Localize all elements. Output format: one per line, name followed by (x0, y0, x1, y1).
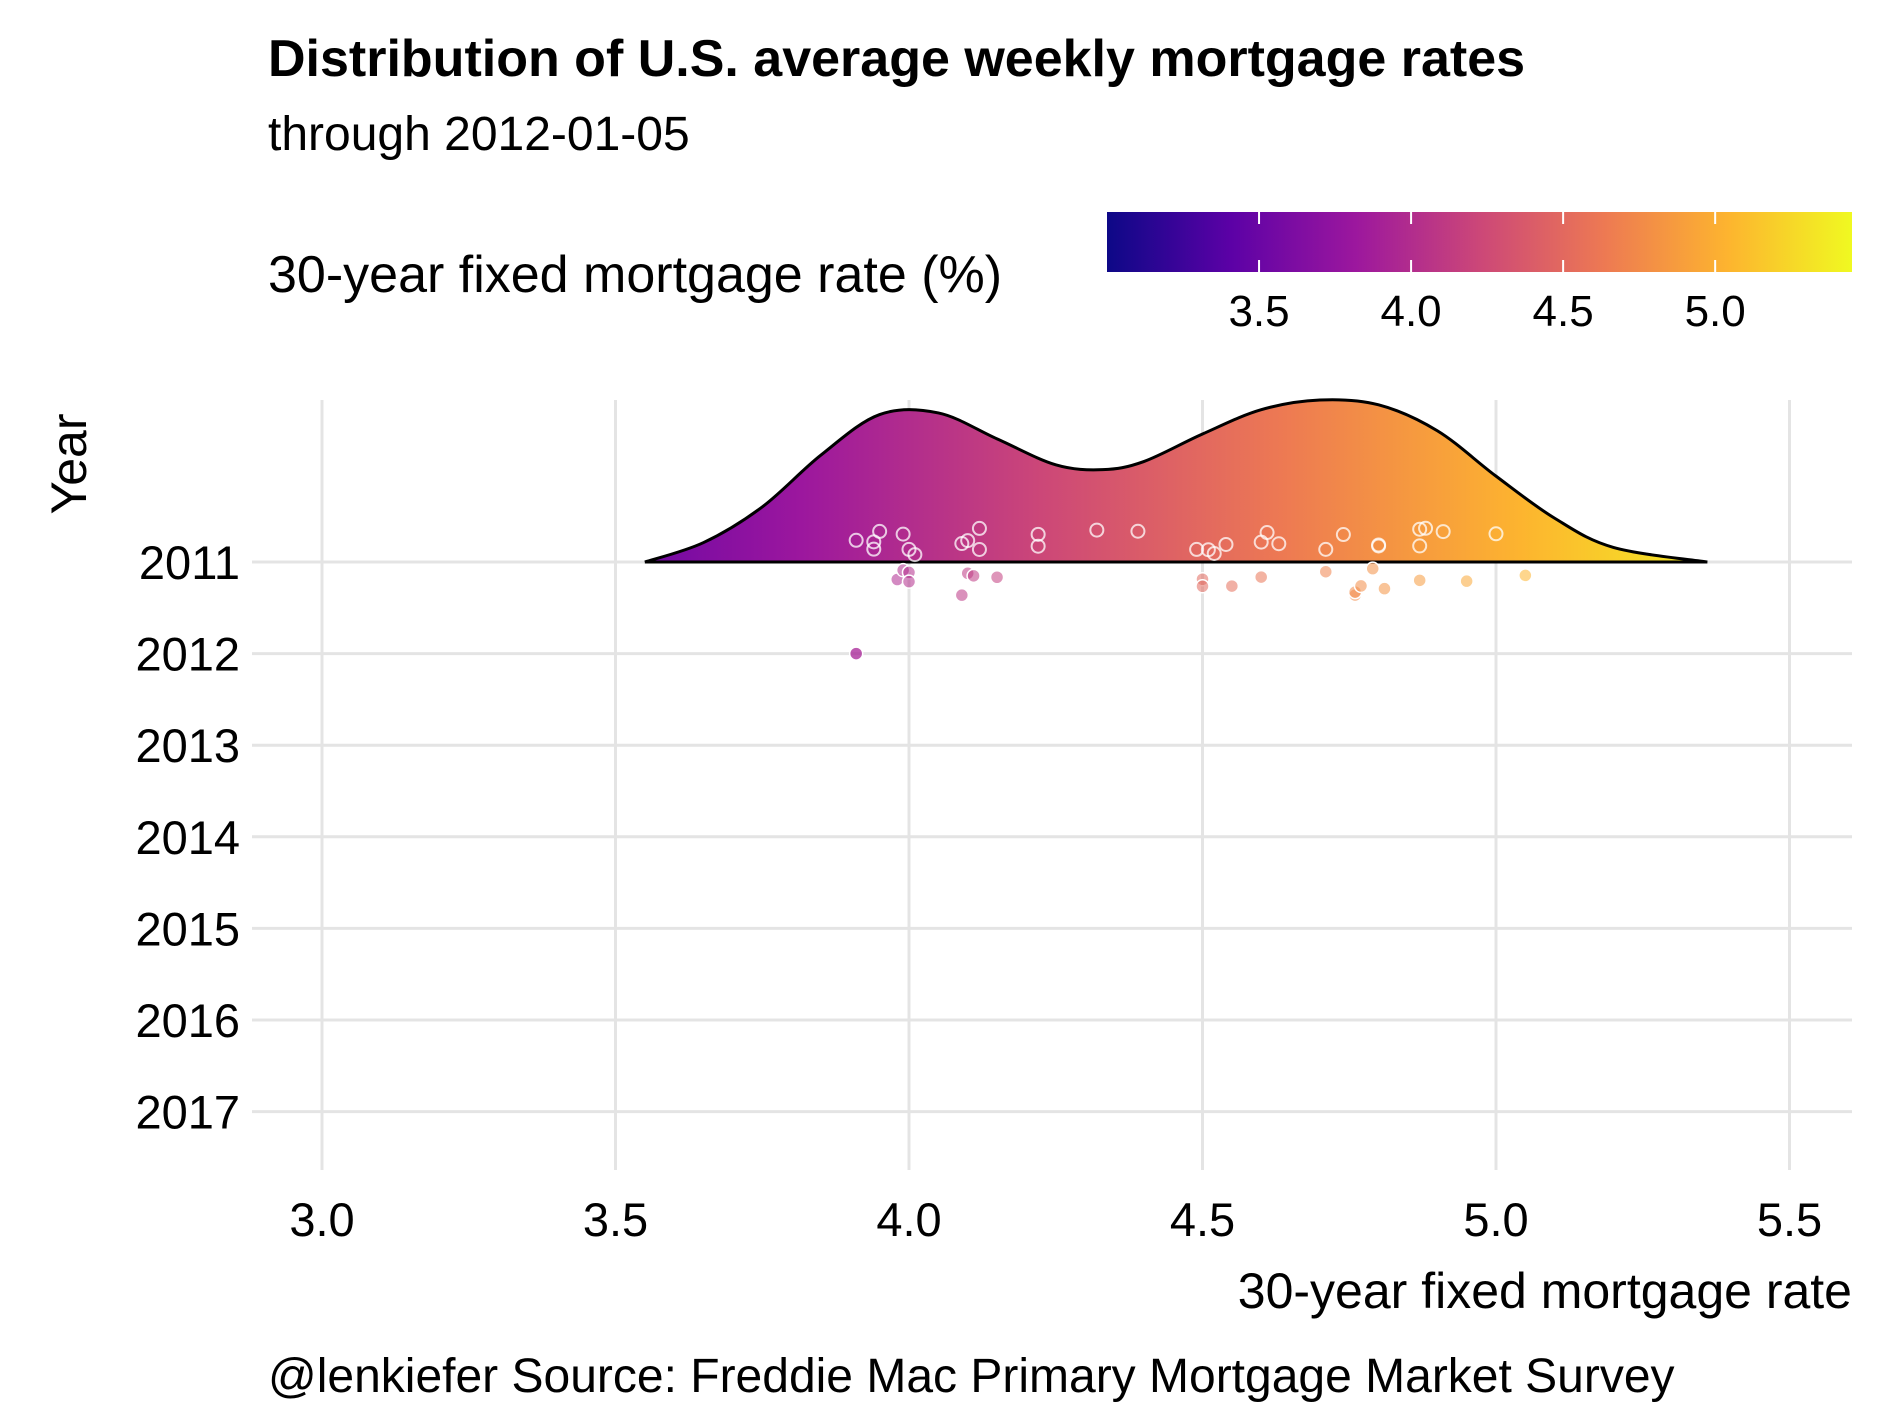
x-tick-label: 4.5 (1170, 1193, 1235, 1246)
y-tick-label: 2012 (135, 628, 240, 681)
ridge-fill-2011 (644, 399, 1708, 562)
data-point (1224, 578, 1240, 594)
x-tick-label: 3.5 (583, 1193, 648, 1246)
data-point (1259, 525, 1275, 541)
data-point (1377, 581, 1392, 596)
x-tick-label: 5.0 (1463, 1193, 1528, 1246)
density-ridges (644, 398, 1708, 564)
data-point (1189, 541, 1205, 557)
chart-title: Distribution of U.S. average weekly mort… (268, 30, 1525, 88)
color-legend: 30-year fixed mortgage rate (%) 3.5 4.0 4.… (268, 212, 1852, 336)
data-point (872, 523, 888, 539)
data-point (1353, 578, 1369, 594)
data-point (866, 541, 882, 557)
data-point (1318, 541, 1334, 557)
data-point (971, 520, 987, 536)
data-point (1335, 527, 1351, 543)
data-point (1412, 521, 1428, 537)
y-axis-label: Year (41, 413, 97, 514)
y-axis-ticks: 2011 2012 2013 2014 2015 2016 2017 (135, 536, 240, 1139)
data-point (1253, 569, 1269, 585)
x-tick-label: 5.5 (1757, 1193, 1822, 1246)
data-point (960, 533, 976, 549)
data-point (1365, 561, 1380, 576)
data-point (1195, 579, 1210, 594)
x-tick-label: 3.0 (289, 1193, 354, 1246)
chart-subtitle: through 2012-01-05 (268, 108, 690, 161)
data-point (1030, 538, 1046, 554)
data-point (1271, 536, 1287, 552)
data-point (1318, 564, 1334, 579)
y-tick-label: 2013 (135, 719, 240, 772)
legend-tick-label: 4.0 (1380, 287, 1441, 336)
data-point (1488, 526, 1504, 542)
legend-tick-label: 4.5 (1533, 287, 1594, 336)
y-tick-label: 2011 (139, 536, 240, 589)
ridge-outline-2011 (644, 398, 1708, 564)
data-point (907, 547, 923, 563)
data-point (848, 532, 864, 548)
x-axis-label: 30-year fixed mortgage rate (1238, 1263, 1852, 1319)
data-point (1130, 523, 1146, 539)
data-point (1218, 536, 1234, 552)
data-point (901, 574, 917, 589)
data-point (895, 526, 911, 542)
legend-colorbar (1107, 212, 1852, 272)
data-point (1371, 537, 1387, 553)
y-tick-label: 2017 (135, 1086, 240, 1139)
data-point (954, 587, 970, 603)
data-point (1412, 538, 1428, 554)
data-point (848, 646, 864, 661)
x-tick-label: 4.0 (876, 1193, 941, 1246)
y-tick-label: 2014 (135, 811, 240, 864)
data-point (1518, 568, 1533, 583)
legend-title: 30-year fixed mortgage rate (%) (268, 246, 1002, 304)
data-point (989, 570, 1005, 585)
legend-tick-label: 3.5 (1228, 287, 1289, 336)
data-points (848, 520, 1533, 661)
data-point (966, 568, 981, 584)
x-axis-ticks: 3.0 3.5 4.0 4.5 5.0 5.5 (289, 1193, 1822, 1246)
data-point (1206, 545, 1222, 561)
data-point (1418, 520, 1434, 536)
data-point (1030, 526, 1046, 542)
data-point (971, 541, 987, 557)
data-point (1412, 573, 1427, 588)
y-tick-label: 2016 (135, 994, 240, 1047)
data-point (1435, 524, 1451, 540)
grid (252, 400, 1852, 1170)
y-tick-label: 2015 (135, 902, 240, 955)
legend-tick-label: 5.0 (1685, 287, 1746, 336)
legend-ticks: 3.5 4.0 4.5 5.0 (1228, 212, 1746, 336)
data-point (1459, 573, 1474, 589)
data-point (1089, 522, 1105, 538)
chart-caption: @lenkiefer Source: Freddie Mac Primary M… (268, 1350, 1675, 1403)
